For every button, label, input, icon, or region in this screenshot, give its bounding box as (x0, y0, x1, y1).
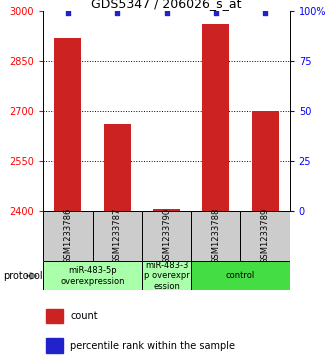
Bar (251, 111, 279, 211)
Bar (93, 211, 142, 261)
Text: GSM1233789: GSM1233789 (260, 208, 270, 264)
Text: miR-483-3
p overexpr
ession: miR-483-3 p overexpr ession (144, 261, 189, 291)
Text: GSM1233787: GSM1233787 (113, 208, 122, 264)
Point (65, 10, 71, 16)
Text: count: count (70, 311, 98, 321)
Bar (46, 338, 63, 353)
Bar (104, 124, 131, 211)
Text: GSM1233790: GSM1233790 (162, 208, 171, 264)
Bar (153, 209, 180, 211)
Bar (240, 211, 290, 261)
Bar (202, 24, 229, 211)
Point (115, 10, 120, 16)
Text: miR-483-5p
overexpression: miR-483-5p overexpression (60, 266, 125, 286)
Title: GDS5347 / 206026_s_at: GDS5347 / 206026_s_at (91, 0, 242, 10)
Point (262, 10, 268, 16)
Bar (142, 211, 191, 261)
Bar (191, 261, 290, 290)
Text: control: control (226, 272, 255, 280)
Text: protocol: protocol (3, 271, 43, 281)
Text: percentile rank within the sample: percentile rank within the sample (70, 340, 235, 351)
Bar (43, 211, 93, 261)
Bar (46, 309, 63, 323)
Point (213, 10, 218, 16)
Text: GSM1233788: GSM1233788 (211, 208, 220, 264)
Bar (54, 37, 82, 211)
Text: GSM1233786: GSM1233786 (63, 208, 73, 264)
Bar (142, 261, 191, 290)
Bar (191, 211, 240, 261)
Bar (43, 261, 142, 290)
Point (164, 10, 169, 16)
